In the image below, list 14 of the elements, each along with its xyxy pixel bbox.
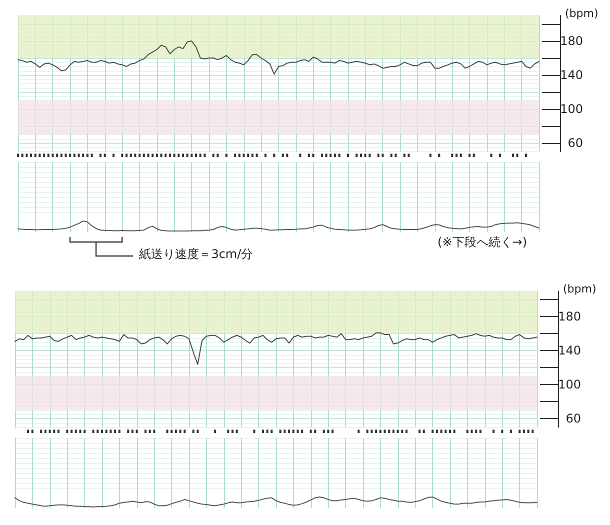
line-series xyxy=(14,332,538,365)
y-tick-label: 60 xyxy=(568,136,583,150)
text: 紙送り速度＝3cm/分 xyxy=(139,247,254,261)
y-tick-label: 60 xyxy=(566,412,581,426)
y-axis-title: (bpm) xyxy=(565,7,598,20)
y-tick-label: 140 xyxy=(558,344,581,358)
y-tick-label: 100 xyxy=(560,102,583,116)
y-tick-label: 100 xyxy=(558,378,581,392)
y-axis-title: (bpm) xyxy=(563,282,596,296)
y-tick-label: 180 xyxy=(560,34,583,48)
y-tick-label: 180 xyxy=(558,310,581,324)
line-series xyxy=(18,40,540,75)
y-tick-label: 140 xyxy=(560,68,583,82)
text: (※下段へ続く→) xyxy=(438,235,528,249)
